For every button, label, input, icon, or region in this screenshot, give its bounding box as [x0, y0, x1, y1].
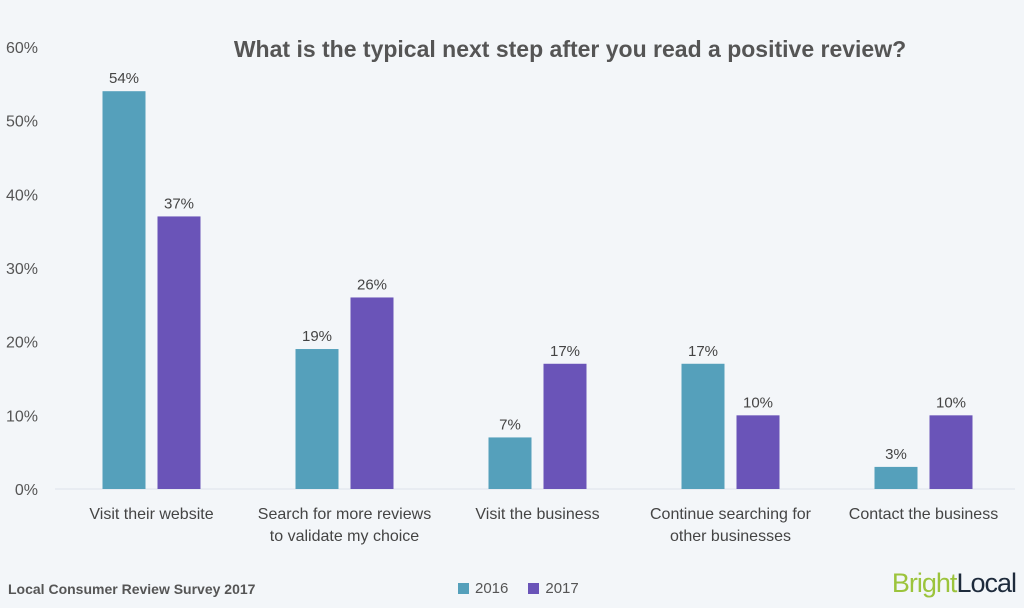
data-label: 10% — [936, 394, 966, 411]
data-label: 26% — [357, 276, 387, 293]
legend: 2016 2017 — [458, 580, 579, 597]
data-label: 54% — [109, 70, 139, 87]
y-tick-label: 50% — [6, 114, 38, 131]
legend-swatch-2016 — [458, 583, 469, 594]
bar-2017 — [157, 216, 201, 489]
y-tick-label: 30% — [6, 261, 38, 278]
chart-title: What is the typical next step after you … — [233, 36, 907, 62]
bar-2016 — [102, 91, 146, 489]
bar-2017 — [929, 415, 973, 489]
x-tick-label: other businesses — [670, 528, 791, 545]
data-label: 17% — [688, 343, 718, 360]
x-tick-label: Visit their website — [89, 506, 213, 523]
y-tick-label: 60% — [6, 40, 38, 57]
data-label: 37% — [164, 195, 194, 212]
bar-2016 — [295, 349, 339, 489]
x-tick-label: Search for more reviews — [258, 506, 431, 523]
brightlocal-logo: BrightLocal — [891, 568, 1017, 598]
data-label: 17% — [550, 343, 580, 360]
legend-label-2017: 2017 — [545, 580, 579, 597]
x-tick-label: Visit the business — [475, 506, 599, 523]
bar-2017 — [736, 415, 780, 489]
bar-2017 — [543, 363, 587, 489]
legend-label-2016: 2016 — [475, 580, 509, 597]
bar-2016 — [681, 363, 725, 489]
data-label: 3% — [885, 446, 907, 463]
y-tick-label: 40% — [6, 187, 38, 204]
x-tick-label: Contact the business — [849, 506, 998, 523]
x-tick-label: to validate my choice — [270, 528, 420, 545]
y-tick-label: 0% — [15, 482, 38, 499]
y-tick-label: 20% — [6, 335, 38, 352]
bar-2016 — [874, 466, 918, 489]
legend-swatch-2017 — [528, 583, 540, 594]
data-label: 10% — [743, 394, 773, 411]
bar-2016 — [488, 437, 532, 489]
source-footer: Local Consumer Review Survey 2017 — [8, 581, 256, 597]
data-label: 7% — [499, 416, 521, 433]
bar-2017 — [350, 297, 394, 489]
y-tick-label: 10% — [6, 408, 38, 425]
x-tick-label: Continue searching for — [650, 506, 812, 523]
data-label: 19% — [302, 328, 332, 345]
